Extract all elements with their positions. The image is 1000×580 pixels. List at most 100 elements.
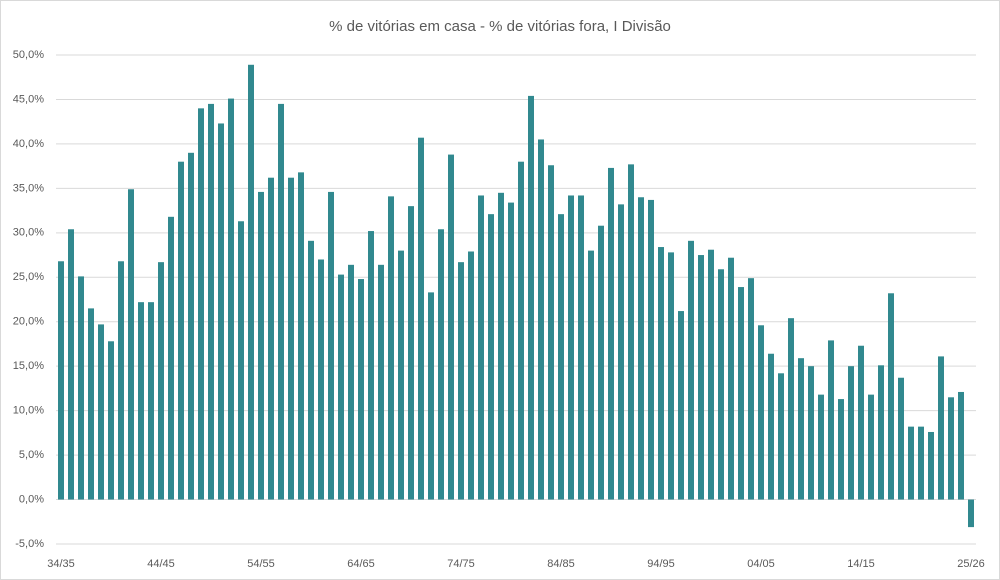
chart-title: % de vitórias em casa - % de vitórias fo… — [329, 18, 671, 35]
y-tick-label: 35,0% — [13, 182, 44, 194]
bar — [98, 324, 104, 500]
bar — [838, 399, 844, 500]
bar — [318, 259, 324, 500]
bar — [218, 123, 224, 500]
bar — [238, 221, 244, 500]
bar — [748, 278, 754, 500]
bar — [228, 98, 234, 500]
bar — [108, 341, 114, 500]
bar — [648, 199, 654, 500]
bar — [918, 426, 924, 500]
x-tick-label: 74/75 — [447, 558, 475, 570]
bar — [498, 192, 504, 500]
x-tick-label: 84/85 — [547, 558, 575, 570]
bar — [888, 293, 894, 500]
bar — [418, 137, 424, 500]
y-tick-label: 10,0% — [13, 405, 44, 417]
bar — [328, 191, 334, 500]
bar — [668, 252, 674, 500]
bar — [138, 302, 144, 500]
bar — [778, 373, 784, 500]
bar — [148, 302, 154, 500]
bar — [508, 202, 514, 500]
bar — [518, 161, 524, 500]
bar — [618, 204, 624, 500]
bar — [348, 264, 354, 500]
y-tick-label: 45,0% — [13, 93, 44, 105]
bar — [478, 195, 484, 500]
y-tick-label: 20,0% — [13, 316, 44, 328]
bar — [278, 103, 284, 500]
x-tick-label: 04/05 — [747, 558, 775, 570]
bar — [268, 177, 274, 500]
bar — [198, 108, 204, 500]
bar — [168, 216, 174, 500]
bar — [608, 167, 614, 500]
bar — [938, 356, 944, 500]
bar — [968, 499, 974, 528]
bar — [408, 206, 414, 500]
bar — [708, 249, 714, 500]
bar — [698, 255, 704, 500]
bar — [588, 250, 594, 500]
bar — [488, 214, 494, 500]
bar — [848, 366, 854, 500]
bar — [628, 164, 634, 500]
bar — [818, 394, 824, 500]
x-tick-label: 44/45 — [147, 558, 175, 570]
y-tick-label: 25,0% — [13, 271, 44, 283]
bar — [558, 214, 564, 500]
bar — [358, 279, 364, 500]
bar — [678, 311, 684, 500]
bar — [208, 103, 214, 500]
bar — [598, 225, 604, 500]
x-tick-label: 25/26 — [957, 558, 985, 570]
bar — [638, 197, 644, 500]
y-tick-label: 0,0% — [19, 493, 44, 505]
bar — [388, 196, 394, 500]
bar — [578, 195, 584, 500]
bar — [868, 394, 874, 500]
y-tick-label: 40,0% — [13, 138, 44, 150]
bar — [258, 191, 264, 500]
bar — [298, 172, 304, 500]
bar — [828, 340, 834, 500]
bar — [728, 257, 734, 500]
bar — [468, 251, 474, 500]
bar — [58, 261, 64, 500]
bar — [308, 240, 314, 500]
bar — [788, 318, 794, 500]
bar — [738, 287, 744, 500]
bar — [528, 95, 534, 500]
y-tick-label: 50,0% — [13, 49, 44, 61]
bar — [128, 189, 134, 500]
bar — [798, 358, 804, 500]
y-tick-label: -5,0% — [15, 538, 44, 550]
x-tick-label: 14/15 — [847, 558, 875, 570]
bar — [438, 229, 444, 500]
bar — [428, 292, 434, 500]
y-tick-label: 30,0% — [13, 227, 44, 239]
bar — [688, 240, 694, 500]
bar — [448, 154, 454, 500]
y-tick-label: 15,0% — [13, 360, 44, 372]
bar — [88, 308, 94, 500]
bar — [858, 345, 864, 500]
bar — [878, 365, 884, 500]
bar — [398, 250, 404, 500]
bar — [758, 325, 764, 500]
bar — [568, 195, 574, 500]
bar — [158, 262, 164, 500]
bar — [178, 161, 184, 500]
bar — [948, 397, 954, 500]
bar — [378, 264, 384, 500]
bar — [808, 366, 814, 500]
bar — [658, 247, 664, 500]
bar — [248, 64, 254, 500]
bar — [118, 261, 124, 500]
x-tick-label: 64/65 — [347, 558, 375, 570]
bar — [928, 431, 934, 500]
bar — [538, 139, 544, 500]
bar — [368, 231, 374, 500]
